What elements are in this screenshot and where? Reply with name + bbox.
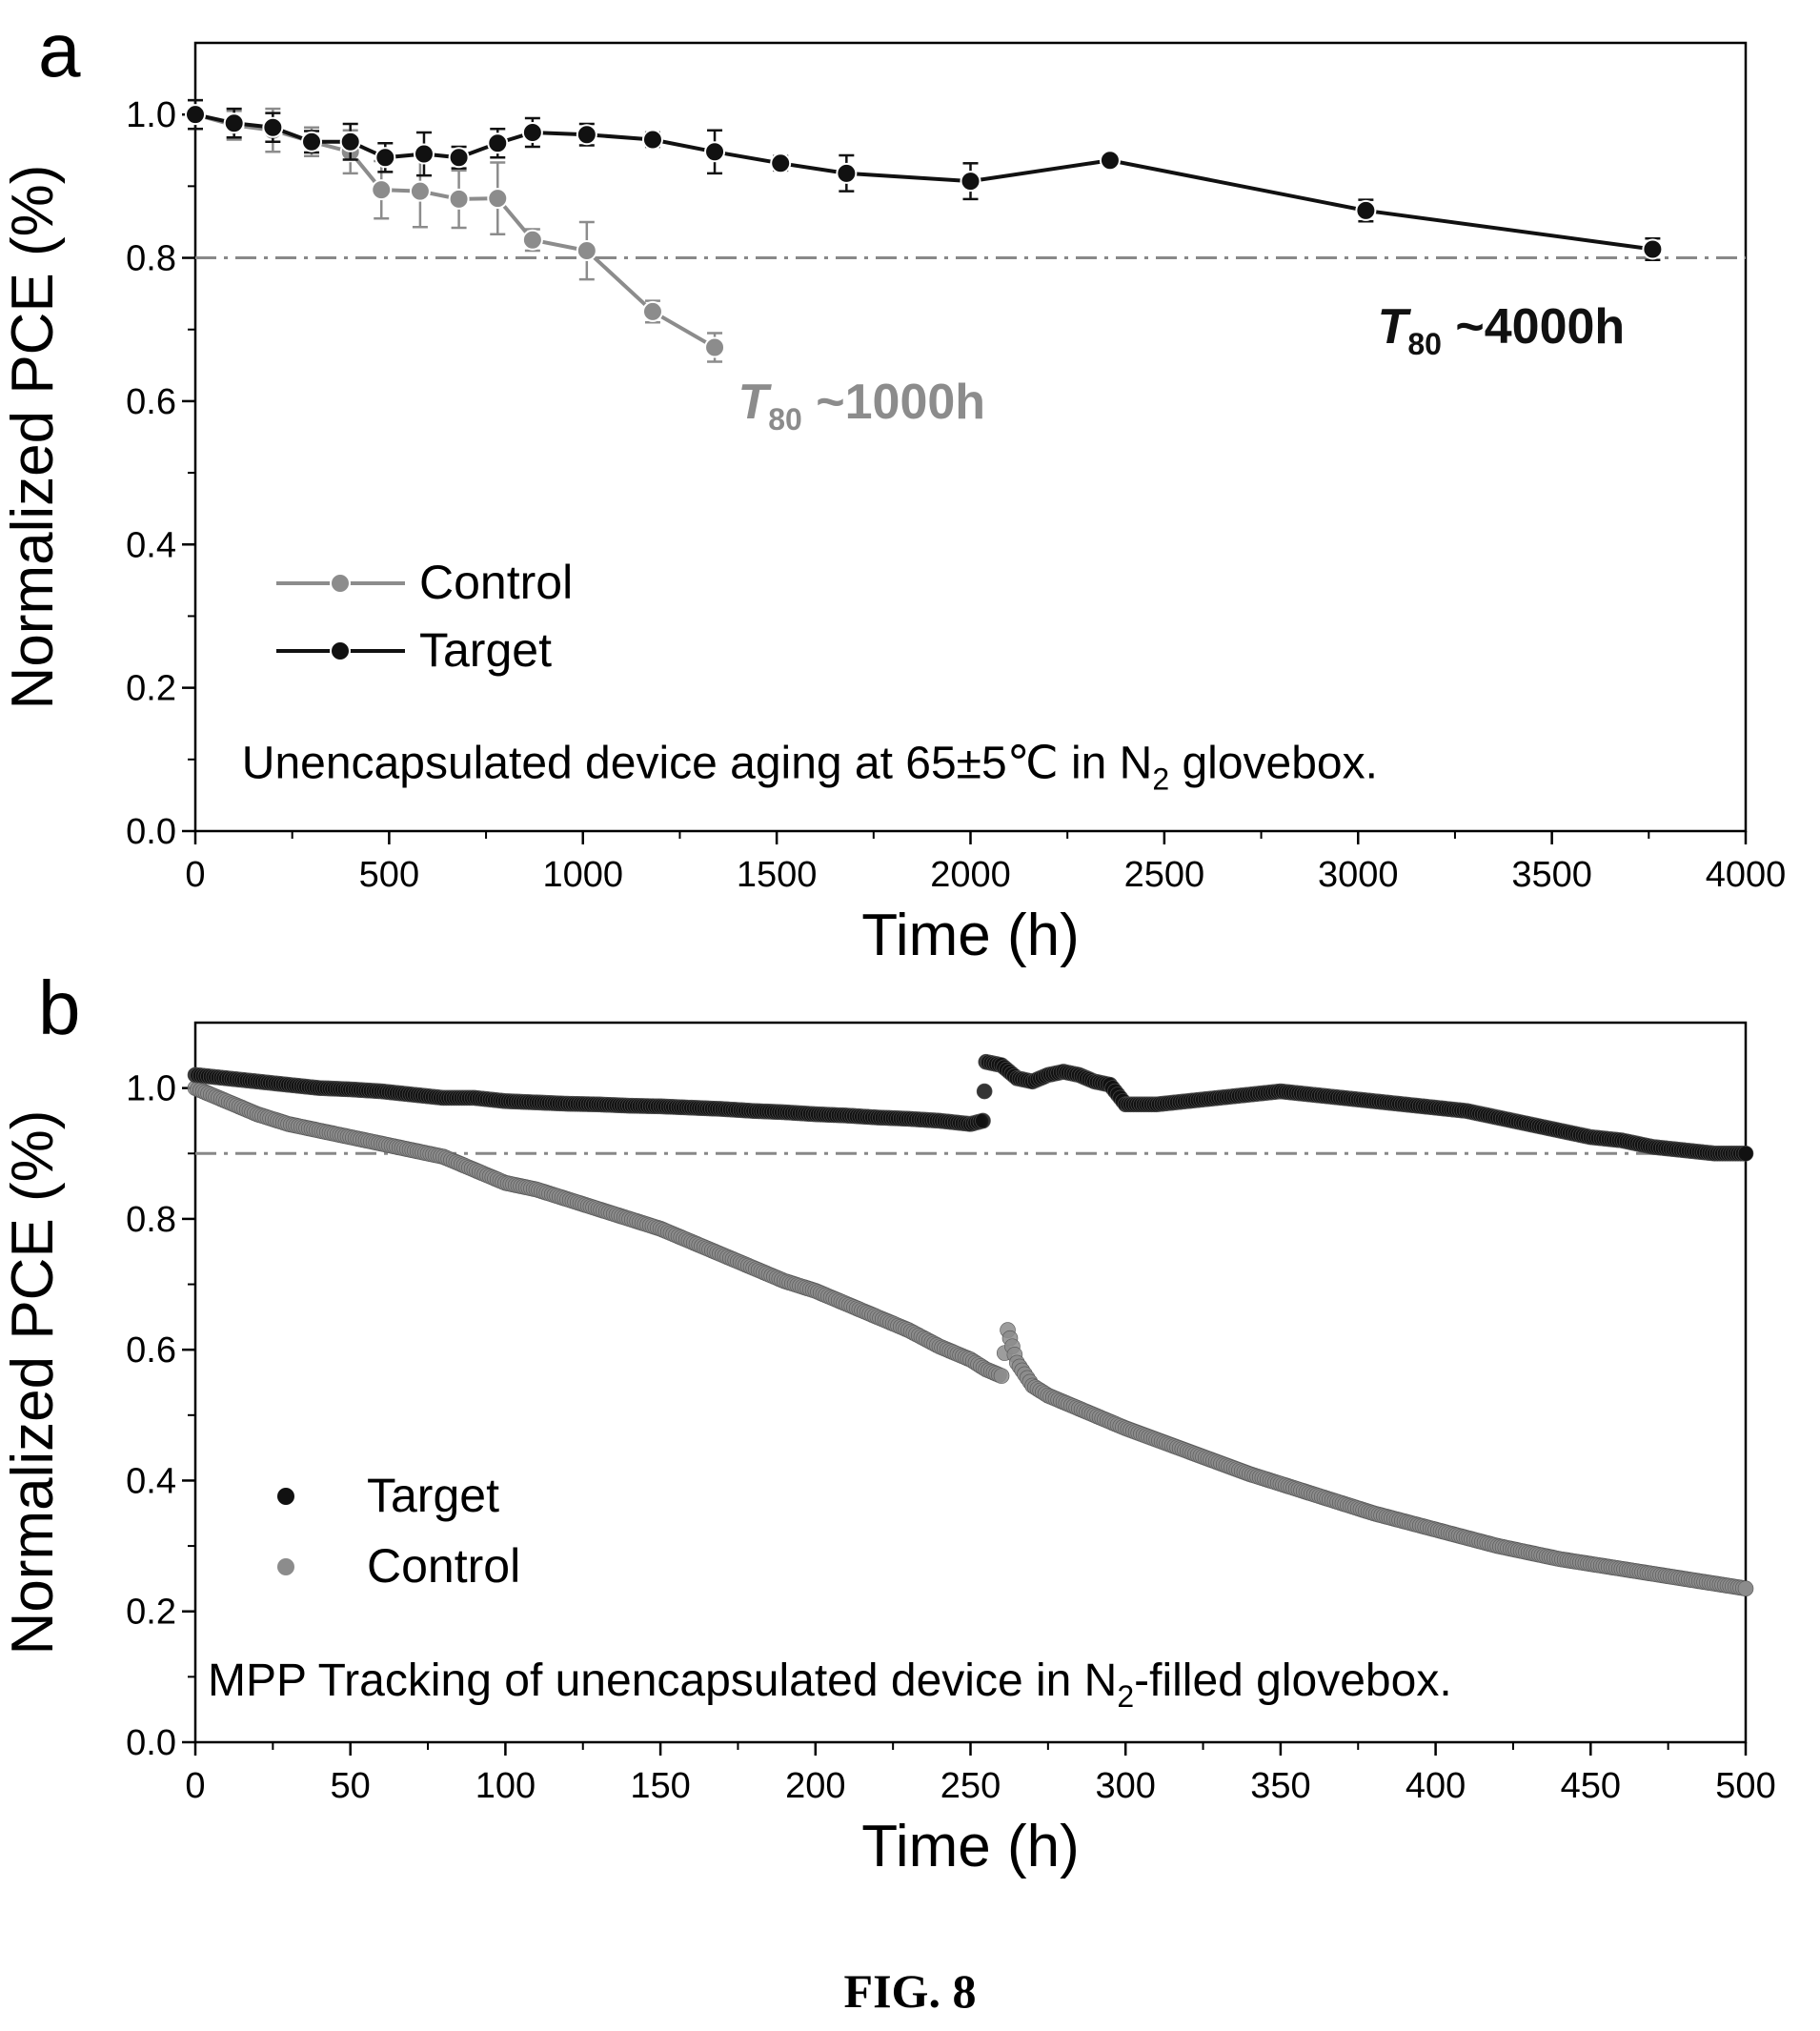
y-tick-label: 0.8	[126, 1200, 176, 1240]
x-tick-label: 4000	[1706, 855, 1787, 895]
data-point	[1355, 199, 1377, 221]
data-point	[448, 188, 470, 210]
x-tick-label: 450	[1561, 1766, 1621, 1806]
data-point	[1737, 1145, 1754, 1162]
data-point	[975, 1112, 991, 1129]
legend-label: Control	[419, 556, 573, 609]
x-tick-label: 150	[630, 1766, 690, 1806]
data-point	[374, 147, 396, 169]
x-tick-label: 50	[331, 1766, 371, 1806]
data-point	[521, 121, 543, 143]
x-axis-title: Time (h)	[861, 903, 1079, 968]
series-control	[187, 1080, 1754, 1597]
legend-marker	[330, 573, 351, 594]
data-point	[413, 143, 435, 165]
data-point	[836, 162, 858, 184]
x-tick-label: 1500	[737, 855, 818, 895]
data-point	[1099, 150, 1121, 172]
x-tick-label: 2500	[1124, 855, 1205, 895]
data-point	[521, 229, 543, 251]
x-tick-label: 0	[185, 1766, 205, 1806]
data-point	[576, 124, 597, 146]
x-tick-label: 2000	[930, 855, 1011, 895]
series-line	[194, 112, 1653, 252]
data-point	[223, 112, 245, 134]
data-point	[262, 116, 284, 138]
condition-annotation: MPP Tracking of unencapsulated device in…	[208, 1655, 1452, 1714]
x-axis-title: Time (h)	[861, 1814, 1079, 1879]
data-point	[770, 152, 792, 174]
data-point	[487, 132, 509, 154]
data-point	[976, 1083, 993, 1100]
legend-marker	[277, 1488, 294, 1505]
y-tick-label: 0.2	[126, 1593, 176, 1633]
data-point	[487, 188, 509, 210]
data-point	[371, 179, 393, 201]
x-tick-label: 400	[1405, 1766, 1466, 1806]
data-point	[704, 141, 726, 163]
y-tick-label: 1.0	[126, 1069, 176, 1109]
data-point	[409, 180, 431, 202]
control-t80-annotation: T80 ~1000h	[738, 375, 985, 437]
y-tick-label: 1.0	[126, 95, 176, 135]
x-tick-label: 300	[1095, 1766, 1155, 1806]
data-point	[641, 300, 663, 322]
y-tick-label: 0.2	[126, 669, 176, 709]
figure-caption: FIG. 8	[843, 1964, 977, 2018]
condition-annotation: Unencapsulated device aging at 65±5℃ in …	[242, 739, 1378, 797]
legend-label: Control	[367, 1539, 520, 1593]
y-axis-title: Normalized PCE (%)	[0, 165, 66, 710]
x-tick-label: 500	[1715, 1766, 1775, 1806]
data-point	[1642, 238, 1664, 260]
y-tick-label: 0.4	[126, 525, 176, 565]
panel-label: b	[38, 965, 81, 1050]
legend: Target Control	[277, 1469, 520, 1593]
y-tick-label: 0.0	[126, 1723, 176, 1763]
y-tick-label: 0.0	[126, 812, 176, 852]
target-t80-annotation: T80 ~4000h	[1378, 299, 1626, 361]
y-axis-title: Normalized PCE (%)	[0, 1110, 66, 1655]
data-point	[576, 240, 597, 262]
y-tick-label: 0.4	[126, 1461, 176, 1501]
data-point	[704, 336, 726, 358]
y-tick-label: 0.8	[126, 239, 176, 279]
data-point	[339, 131, 361, 152]
x-tick-label: 350	[1250, 1766, 1310, 1806]
panel-label: a	[38, 8, 81, 92]
data-point	[641, 129, 663, 151]
x-tick-label: 3000	[1318, 855, 1399, 895]
chart-panel-a: a 0 500 1000 1500 2000 2500 3000 3500 4000 0.0 0.2 0…	[0, 8, 1786, 968]
x-tick-label: 250	[940, 1766, 1001, 1806]
y-tick-label: 0.6	[126, 382, 176, 422]
x-tick-label: 500	[359, 855, 419, 895]
series-target	[187, 1053, 1754, 1162]
data-point	[448, 147, 470, 169]
data-point	[301, 131, 323, 152]
legend-marker	[277, 1558, 294, 1575]
data-point	[993, 1368, 1010, 1384]
y-tick-label: 0.6	[126, 1330, 176, 1371]
legend-label: Target	[419, 623, 552, 677]
data-point	[185, 104, 206, 126]
x-tick-label: 100	[475, 1766, 536, 1806]
legend-label: Target	[367, 1469, 499, 1522]
data-point	[1737, 1580, 1754, 1597]
legend-marker	[330, 640, 351, 661]
x-tick-label: 3500	[1511, 855, 1592, 895]
x-tick-label: 1000	[542, 855, 623, 895]
chart-panel-b: b 0 50 100 150 200 250 300 350 400 450 500 0.0 0.2 0.4…	[0, 965, 1776, 1879]
x-tick-label: 200	[785, 1766, 845, 1806]
data-point	[960, 171, 981, 193]
series-target	[185, 98, 1664, 262]
x-tick-label: 0	[185, 855, 205, 895]
legend: Control Target	[276, 556, 573, 677]
